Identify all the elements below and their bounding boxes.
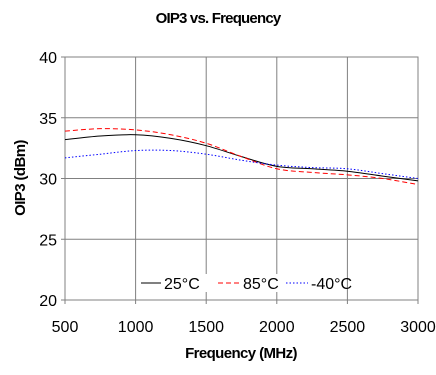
x-tick-label: 1500 — [188, 319, 224, 336]
x-tick-label: 500 — [52, 319, 79, 336]
y-tick-label: 35 — [39, 111, 57, 128]
series-line-2 — [64, 149, 419, 179]
y-tick-label: 20 — [39, 293, 57, 310]
legend-label-2: -40°C — [311, 276, 352, 293]
x-tick-label: 2500 — [330, 319, 366, 336]
series-line-0 — [64, 134, 419, 182]
x-tick-label: 1000 — [118, 319, 154, 336]
legend: 25°C 85°C -40°C — [139, 274, 352, 293]
grid — [61, 56, 419, 304]
y-tick-labels: 20 25 30 35 40 — [39, 50, 57, 310]
x-tick-label: 2000 — [259, 319, 295, 336]
plot-area — [64, 56, 419, 301]
series-lines — [64, 128, 419, 186]
chart-title: OIP3 vs. Frequency — [156, 10, 282, 27]
x-tick-label: 3000 — [400, 319, 436, 336]
x-axis-label: Frequency (MHz) — [185, 345, 297, 362]
legend-label-1: 85°C — [243, 276, 279, 293]
y-tick-label: 40 — [39, 50, 57, 67]
y-axis-label: OIP3 (dBm) — [12, 140, 29, 216]
x-tick-labels: 500 1000 1500 2000 2500 3000 — [52, 319, 436, 336]
legend-label-0: 25°C — [164, 276, 200, 293]
y-tick-label: 25 — [39, 232, 57, 249]
y-tick-label: 30 — [39, 172, 57, 189]
series-line-1 — [64, 128, 419, 186]
